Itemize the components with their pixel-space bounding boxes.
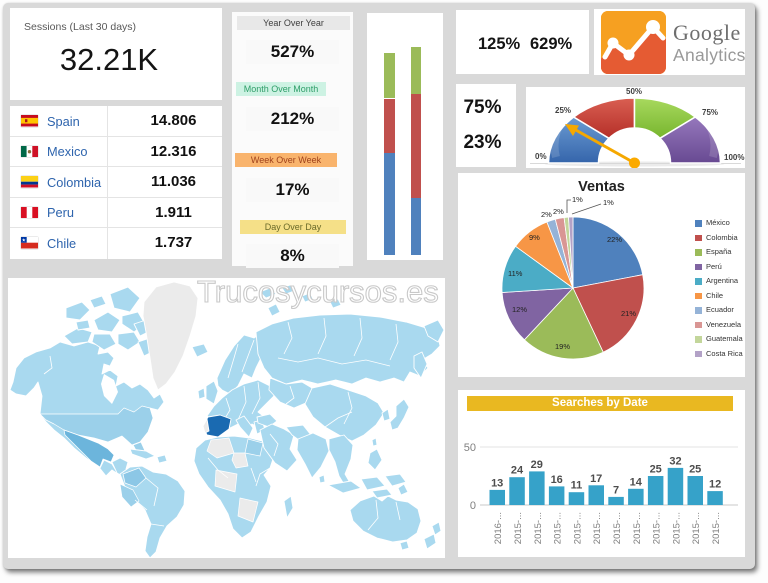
svg-text:29: 29 <box>531 459 543 471</box>
svg-text:2015-...: 2015-... <box>592 512 603 544</box>
svg-text:2015-...: 2015-... <box>632 512 643 544</box>
svg-text:50: 50 <box>464 442 476 454</box>
svg-text:17: 17 <box>590 473 602 485</box>
svg-text:11: 11 <box>571 480 583 492</box>
svg-text:2016-...: 2016-... <box>493 512 504 544</box>
svg-text:24: 24 <box>511 465 524 477</box>
svg-text:2015-...: 2015-... <box>672 512 683 544</box>
svg-text:2015-...: 2015-... <box>652 512 663 544</box>
svg-text:★: ★ <box>22 238 27 243</box>
svg-text:7: 7 <box>613 484 619 496</box>
svg-text:2015-...: 2015-... <box>553 512 564 544</box>
svg-text:2015-...: 2015-... <box>691 512 702 544</box>
svg-text:25: 25 <box>689 464 701 476</box>
svg-text:12: 12 <box>709 479 721 491</box>
svg-text:2015-...: 2015-... <box>711 512 722 544</box>
svg-text:13: 13 <box>491 477 503 489</box>
svg-text:0: 0 <box>470 500 476 512</box>
svg-text:16: 16 <box>551 474 563 486</box>
svg-text:2015-...: 2015-... <box>612 512 623 544</box>
svg-text:2015-...: 2015-... <box>513 512 524 544</box>
svg-text:25: 25 <box>650 464 662 476</box>
svg-text:14: 14 <box>630 476 643 488</box>
svg-text:2015-...: 2015-... <box>573 512 584 544</box>
svg-text:2015-...: 2015-... <box>533 512 544 544</box>
svg-text:32: 32 <box>669 455 681 467</box>
